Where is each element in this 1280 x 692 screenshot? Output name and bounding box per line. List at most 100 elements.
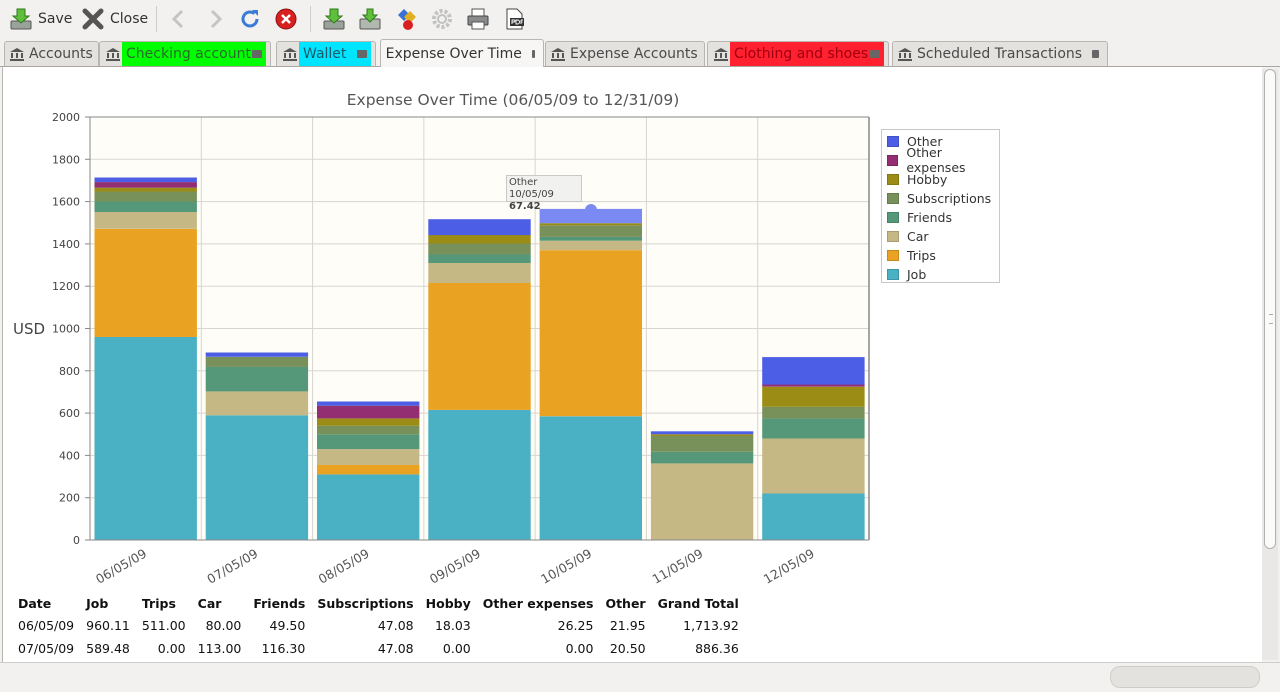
table-cell: 116.30 [261, 641, 306, 656]
bank-icon [281, 47, 299, 61]
close-icon [80, 6, 106, 32]
legend-item: Other expenses [887, 145, 999, 175]
save-icon [8, 6, 34, 32]
table-row: 06/05/09 960.11 511.00 80.00 49.50 47.08 18.03… [12, 614, 745, 637]
table-header-cell: Car [197, 595, 222, 611]
back-button[interactable] [166, 4, 192, 34]
scrollbar-grip-icon [1269, 314, 1273, 324]
legend-label: Hobby [907, 171, 948, 187]
tab-label: Expense Accounts [570, 46, 698, 62]
stop-button[interactable] [273, 4, 299, 34]
legend-item: Other [887, 132, 943, 150]
tab-close-icon[interactable] [357, 50, 367, 58]
table-cell: 18.03 [434, 618, 471, 633]
chart-tooltip: Other 10/05/09 67.42 [506, 175, 582, 212]
toolbar-separator [310, 6, 311, 32]
table-cell: 47.08 [377, 641, 414, 656]
forward-arrow-icon [202, 6, 228, 32]
back-arrow-icon [166, 6, 192, 32]
tab-scheduled-transactions[interactable]: Scheduled Transactions [892, 41, 1108, 66]
table-header-cell: Other expenses [482, 595, 594, 611]
print-button[interactable] [465, 4, 491, 34]
legend-swatch [887, 230, 899, 242]
table-cell: 589.48 [86, 641, 130, 656]
tab-bar-divider [0, 66, 1280, 67]
tab-accounts[interactable]: Accounts [4, 41, 99, 66]
legend-label: Friends [907, 209, 952, 225]
table-header-cell: Trips [141, 595, 176, 611]
table-header-cell: Job [86, 595, 109, 611]
toolbar-separator [156, 6, 157, 32]
legend-label: Trips [907, 247, 936, 263]
bank-icon [550, 47, 566, 61]
table-header-cell: Date [18, 595, 52, 611]
tab-label: Clothing and shoes [730, 42, 884, 66]
table-cell: 0.00 [157, 641, 186, 656]
legend-item: Hobby [887, 170, 947, 188]
stock-quote-icon [393, 6, 419, 32]
pdf-export-button[interactable] [501, 4, 527, 34]
refresh-button[interactable] [237, 4, 263, 34]
tab-checking-account[interactable]: Checking account [99, 41, 271, 66]
legend-label: Job [907, 266, 927, 282]
table-row: 07/05/09 589.48 0.00 113.00 116.30 47.08 0.00 0… [12, 637, 745, 660]
legend-item: Trips [887, 246, 936, 264]
stop-icon [273, 6, 299, 32]
tab-wallet[interactable]: Wallet [276, 41, 376, 66]
import-button[interactable] [357, 4, 383, 34]
tab-close-icon[interactable] [870, 50, 880, 58]
tab-expense-over-time[interactable]: Expense Over Time [380, 39, 544, 67]
vertical-scrollbar[interactable] [1262, 69, 1278, 660]
tab-close-icon[interactable] [531, 49, 535, 58]
legend-swatch [887, 173, 899, 185]
tab-clothing-and-shoes[interactable]: Clothing and shoes [707, 41, 889, 66]
save-button[interactable]: Save [8, 4, 72, 34]
table-cell: 06/05/09 [18, 618, 75, 633]
gear-icon [429, 6, 455, 32]
table-cell: 0.00 [565, 641, 594, 656]
close-button[interactable]: Close [80, 4, 148, 34]
forward-button[interactable] [202, 4, 228, 34]
table-cell: 960.11 [86, 618, 130, 633]
table-cell: 26.25 [557, 618, 594, 633]
table-cell: 0.00 [442, 641, 471, 656]
tab-close-icon[interactable] [252, 50, 262, 58]
tab-close-icon[interactable] [1092, 50, 1099, 58]
save-label: Save [38, 11, 73, 27]
legend-swatch [887, 192, 899, 204]
stock-quote-button[interactable] [393, 4, 419, 34]
report-panel [2, 67, 1262, 662]
table-header-row: Date Job Trips Car Friends Subscriptions Hobby… [12, 592, 745, 614]
pdf-icon [501, 6, 527, 32]
legend-label: Car [907, 228, 929, 244]
legend-swatch [887, 154, 899, 166]
import-icon [357, 6, 383, 32]
tooltip-title: Other 10/05/09 [509, 177, 554, 200]
settings-button[interactable] [429, 4, 455, 34]
legend-swatch [887, 211, 899, 223]
table-cell: 47.08 [377, 618, 414, 633]
chart-legend: Other Other expenses Hobby Subscriptions Fri… [881, 129, 1000, 283]
horizontal-scrollbar[interactable] [1110, 666, 1260, 688]
tab-expense-accounts[interactable]: Expense Accounts [545, 41, 705, 66]
download-icon [321, 6, 347, 32]
close-label: Close [110, 11, 149, 27]
table-cell: 49.50 [269, 618, 306, 633]
tab-label: Checking account [122, 42, 266, 66]
vertical-scrollbar-thumb[interactable] [1264, 69, 1276, 549]
table-cell: 80.00 [205, 618, 242, 633]
table-cell: 20.50 [609, 641, 646, 656]
table-header-cell: Other [605, 595, 646, 611]
print-icon [465, 6, 491, 32]
download-button[interactable] [321, 4, 347, 34]
legend-item: Subscriptions [887, 189, 991, 207]
tab-label: Expense Over Time [385, 45, 522, 62]
toolbar: Save Close [0, 0, 1280, 38]
legend-label: Other expenses [906, 145, 966, 175]
legend-label: Subscriptions [907, 190, 992, 206]
table-cell: 113.00 [197, 641, 242, 656]
bank-icon [712, 47, 730, 61]
table-cell: 511.00 [141, 618, 186, 633]
bank-icon [897, 47, 913, 61]
legend-swatch [887, 268, 899, 280]
